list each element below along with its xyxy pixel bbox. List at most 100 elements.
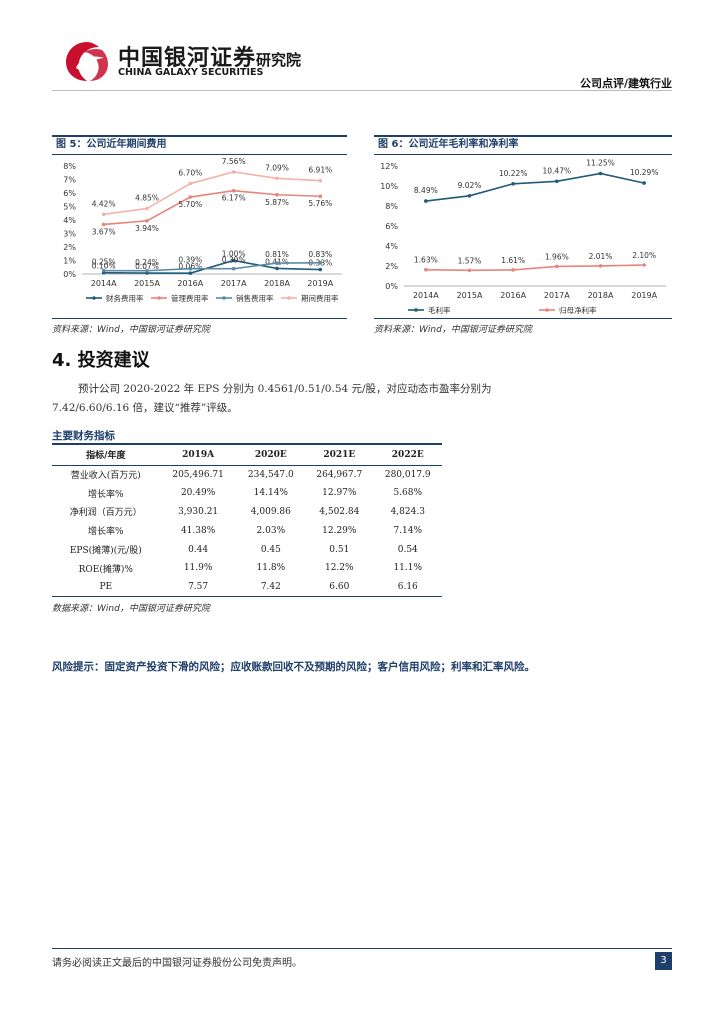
y-tick-label: 2% <box>63 243 76 252</box>
table-cell: 6.60 <box>305 577 374 598</box>
table-cell: 0.44 <box>188 544 209 555</box>
data-point <box>188 181 193 186</box>
y-tick-label: 4% <box>63 216 76 225</box>
table-cell: 4,824.3 <box>390 506 425 517</box>
x-tick-label: 2014A <box>413 291 439 300</box>
table-cell: 11.8% <box>256 563 286 574</box>
table-cell: 3,930.21 <box>178 506 219 517</box>
page-number: 3 <box>655 952 672 970</box>
table-cell: 0.54 <box>397 544 418 555</box>
y-tick-label: 10% <box>380 182 398 191</box>
table-cell: 20.49% <box>180 488 216 499</box>
x-tick-label: 2015A <box>134 279 160 288</box>
data-label: 6.17% <box>222 194 246 203</box>
table-row: 营业收入(百万元) 205,496.71 234,547.0 264,967.7 280… <box>52 465 442 484</box>
table-cell: 6.16 <box>373 577 442 598</box>
legend-swatch-marker <box>157 296 161 300</box>
data-point <box>231 266 236 271</box>
table-cell: 205,496.71 <box>172 469 224 480</box>
figure-5-header: 图 5：公司近年期间费用 <box>52 135 347 155</box>
data-point <box>318 194 323 199</box>
data-point <box>231 188 236 193</box>
data-point <box>275 176 279 181</box>
data-label: 1.96% <box>545 252 569 261</box>
figure-6-title: 图 6：公司近年毛利率和净利率 <box>378 139 519 150</box>
data-label: 10.22% <box>499 169 528 178</box>
series-line-0 <box>103 259 321 274</box>
table-cell: 7.42 <box>236 577 306 598</box>
legend-label: 财务费用率 <box>106 293 144 303</box>
x-tick-label: 2017A <box>544 291 570 300</box>
x-tick-label: 2018A <box>588 291 614 300</box>
data-label: 0.81% <box>265 250 289 259</box>
data-point <box>101 222 106 227</box>
table-cell: 12.2% <box>324 563 354 574</box>
data-point <box>188 266 193 271</box>
series-line-0 <box>425 172 645 202</box>
y-tick-label: 0% <box>63 270 76 279</box>
y-tick-label: 3% <box>63 230 76 239</box>
table-row-label: PE <box>52 577 160 598</box>
data-label: 2.01% <box>589 252 613 261</box>
table-row: EPS(摊薄)(元/股) 0.44 0.45 0.51 0.54 <box>52 540 442 559</box>
table-header: 2021E <box>305 443 374 466</box>
report-category: 公司点评/建筑行业 <box>579 77 672 90</box>
table-row-label: 营业收入(百万元) <box>70 471 141 482</box>
data-point <box>275 192 279 197</box>
table-row-label: EPS(摊薄)(元/股) <box>69 546 142 557</box>
table-cell: 11.9% <box>183 563 213 574</box>
table-cell: 7.14% <box>393 525 423 536</box>
data-point <box>231 170 236 174</box>
table-header: 2022E <box>373 443 442 466</box>
y-tick-label: 8% <box>385 202 398 211</box>
data-point <box>598 264 603 268</box>
data-label: 3.67% <box>92 227 116 236</box>
galaxy-logo-icon <box>66 42 108 81</box>
data-label: 2.10% <box>632 251 656 260</box>
data-label: 6.91% <box>308 166 332 175</box>
data-point <box>275 266 279 271</box>
table-cell: 14.14% <box>253 488 288 499</box>
data-point <box>555 179 559 184</box>
data-point <box>145 206 149 211</box>
table-cell: 2.03% <box>256 525 286 536</box>
data-label: 0.07% <box>135 262 159 271</box>
data-label: 4.42% <box>92 199 116 208</box>
table-cell: 12.97% <box>322 488 357 499</box>
recommendation-para-line-2: 7.42/6.60/6.16 倍，建议“推荐”评级。 <box>52 402 238 414</box>
data-label: 1.63% <box>414 256 438 265</box>
figure-6-bottom-rule <box>374 318 672 319</box>
table-header: 2019A <box>159 443 237 466</box>
x-tick-label: 2019A <box>631 291 657 300</box>
data-label: 0.10% <box>92 262 116 271</box>
table-header-row: 指标/年度 2019A 2020E 2021E 2022E <box>52 443 442 466</box>
y-tick-label: 6% <box>385 222 398 231</box>
figure-5-title: 图 5：公司近年期间费用 <box>56 139 167 150</box>
x-tick-label: 2018A <box>264 279 290 288</box>
data-point <box>318 260 323 265</box>
brand-name-en: CHINA GALAXY SECURITIES <box>118 67 264 78</box>
data-label: 10.47% <box>543 166 572 175</box>
figure-6-source: 资料来源：Wind，中国银河证券研究院 <box>374 325 532 335</box>
data-label: 10.29% <box>630 168 659 177</box>
x-tick-label: 2016A <box>500 291 526 300</box>
y-tick-label: 2% <box>385 262 398 271</box>
data-point <box>598 171 603 176</box>
table-cell: 7.57 <box>159 577 237 598</box>
table-cell: 0.45 <box>260 544 281 555</box>
table-cell: 11.1% <box>393 563 423 574</box>
data-label: 0.06% <box>178 262 202 271</box>
y-tick-label: 12% <box>380 162 398 171</box>
table-cell: 234,547.0 <box>247 469 294 480</box>
recommendation-para-line-1: 预计公司 2020-2022 年 EPS 分别为 0.4561/0.51/0.5… <box>78 383 492 395</box>
financial-table: 指标/年度 2019A 2020E 2021E 2022E 营业收入(百万元) 2… <box>52 443 442 598</box>
data-point <box>145 268 149 273</box>
table-row-label: 净利润（百万元） <box>69 508 142 519</box>
legend-swatch-marker <box>92 296 96 300</box>
x-tick-label: 2019A <box>307 279 333 288</box>
legend-label: 销售费用率 <box>236 293 274 303</box>
data-label: 0.24% <box>135 258 159 267</box>
y-tick-label: 4% <box>385 242 398 251</box>
data-label: 1.57% <box>458 256 482 265</box>
data-label: 0.83% <box>308 250 332 259</box>
